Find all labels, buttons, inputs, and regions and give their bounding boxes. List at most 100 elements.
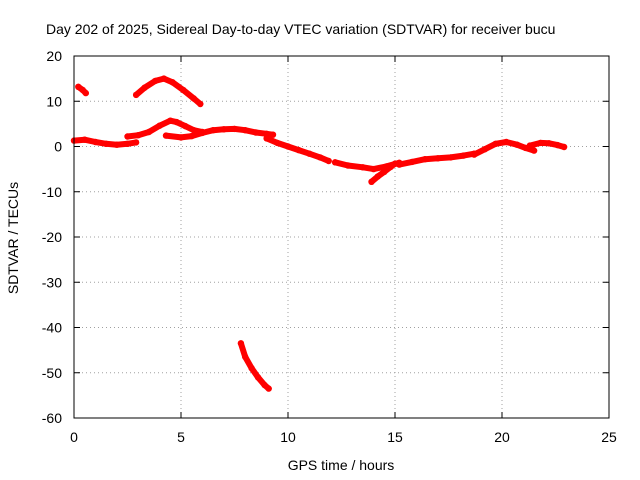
data-point [242, 127, 249, 134]
data-point [162, 132, 170, 139]
data-point [124, 140, 131, 147]
data-point [492, 140, 499, 147]
y-tick-labels: -60 -50 -40 -30 -20 -10 0 10 20 [42, 48, 62, 426]
data-point [199, 129, 206, 137]
series-arc-right [471, 138, 538, 158]
y-tick-label: -30 [42, 274, 62, 290]
y-tick-label: -50 [42, 365, 62, 381]
data-point [265, 385, 272, 392]
data-point [132, 139, 140, 146]
data-point [160, 75, 168, 82]
data-point [471, 151, 478, 158]
data-point [102, 140, 110, 147]
data-point [545, 140, 553, 147]
data-point [209, 127, 217, 134]
data-point [368, 178, 375, 185]
series-arc-deep-negative [237, 340, 272, 392]
x-tick-label: 25 [601, 429, 617, 445]
y-tick-label: -60 [42, 410, 62, 426]
data-point [513, 141, 521, 148]
series-arc-hump [132, 75, 204, 108]
x-axis-label: GPS time / hours [288, 457, 395, 473]
grid-lines [74, 56, 609, 418]
data-point [156, 122, 163, 129]
data-point [316, 154, 324, 161]
data-point [560, 143, 568, 151]
data-point [179, 86, 187, 94]
y-tick-label: 0 [54, 139, 62, 155]
x-tick-label: 0 [70, 429, 78, 445]
data-point [530, 147, 538, 154]
data-point [190, 95, 197, 102]
data-point [503, 138, 510, 146]
data-point [460, 152, 467, 159]
y-tick-label: 10 [46, 93, 62, 109]
series-arc-decline [263, 135, 332, 165]
data-point [237, 340, 245, 347]
y-tick-label: -20 [42, 229, 62, 245]
data-point [152, 77, 159, 85]
data-point [169, 79, 176, 86]
series-arc-dip-spike [368, 160, 399, 185]
data-point [331, 159, 339, 166]
data-point [135, 132, 142, 139]
data-point [231, 125, 238, 133]
data-point [447, 154, 454, 161]
data-point [92, 138, 99, 146]
x-tick-labels: 0 5 10 15 20 25 [70, 429, 617, 445]
data-point [526, 142, 533, 149]
data-point [254, 374, 262, 381]
data-point [274, 139, 281, 147]
data-point [263, 135, 270, 142]
data-point [190, 127, 197, 134]
series-arc-recovery [396, 150, 478, 168]
series-arc-right-end [526, 139, 568, 151]
series-arc-early-high [75, 83, 90, 97]
y-axis-label: SDTVAR / TECUs [5, 182, 21, 294]
data-point [220, 126, 227, 133]
data-point [537, 139, 544, 147]
data-point [188, 132, 195, 140]
data-point [261, 381, 268, 389]
data-point [306, 150, 313, 157]
data-point [284, 143, 292, 150]
data-point [269, 131, 277, 138]
data-series [70, 75, 568, 392]
x-tick-label: 10 [280, 429, 296, 445]
x-tick-label: 15 [387, 429, 403, 445]
chart-title: Day 202 of 2025, Sidereal Day-to-day VTE… [46, 21, 555, 37]
data-point [434, 155, 441, 162]
series-arc-baseline-left [70, 136, 140, 148]
data-point [124, 133, 131, 140]
data-point [197, 100, 204, 108]
data-point [481, 146, 489, 153]
data-point [554, 141, 561, 149]
data-point [381, 168, 388, 175]
data-point [325, 157, 332, 165]
y-tick-label: 20 [46, 48, 62, 64]
data-point [396, 161, 403, 168]
data-point [177, 134, 185, 141]
data-point [145, 128, 153, 136]
data-point [113, 141, 121, 148]
data-point [182, 122, 189, 130]
series-line [133, 75, 204, 107]
data-point [421, 156, 429, 163]
data-point [248, 365, 255, 372]
data-point [295, 146, 302, 154]
data-point [263, 130, 270, 137]
data-point [252, 129, 260, 136]
data-point [82, 89, 90, 97]
data-point [242, 353, 249, 361]
data-point [408, 158, 416, 166]
series-arc-mid-block [162, 125, 277, 141]
data-point [344, 162, 352, 169]
x-tick-label: 20 [494, 429, 510, 445]
plot-frame [73, 55, 610, 419]
y-tick-label: -10 [42, 184, 62, 200]
data-point [370, 165, 377, 173]
data-point [167, 117, 174, 124]
data-point [81, 136, 88, 143]
data-point [374, 173, 382, 180]
